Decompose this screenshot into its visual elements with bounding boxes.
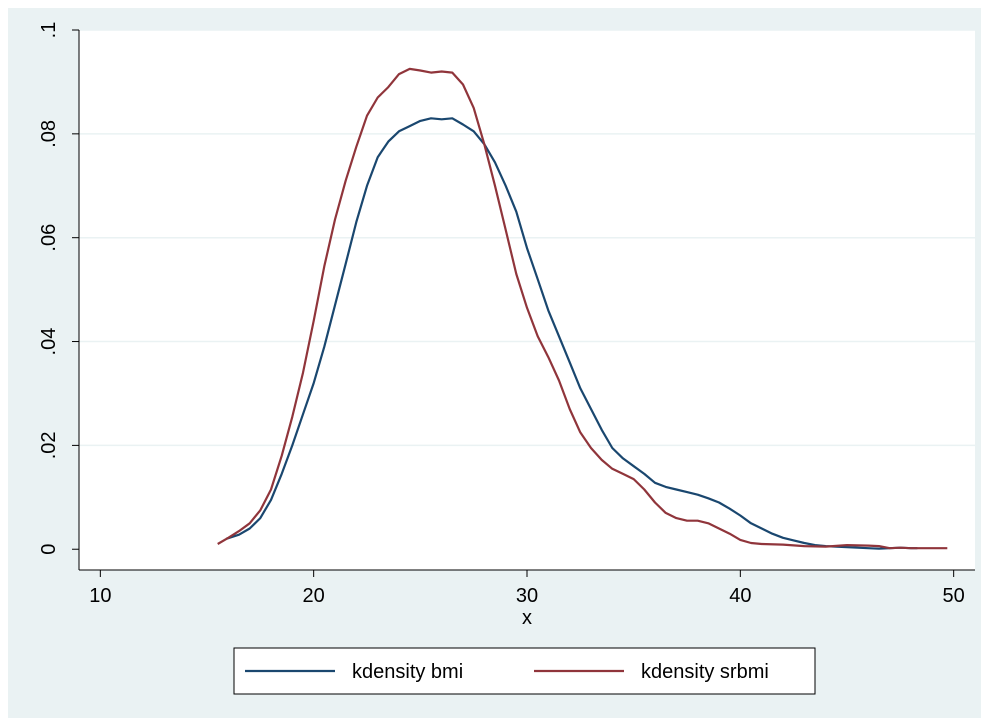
axes: 0 .02 .04 .06 .08 .1 10 20 30 40 50: [38, 22, 975, 607]
x-tick-label: 10: [89, 585, 111, 607]
plot-region: [79, 30, 975, 570]
legend: kdensity bmi kdensity srbmi: [233, 647, 816, 695]
y-tick-label: .02: [38, 431, 60, 459]
y-tick-label: .04: [38, 328, 60, 356]
legend-label: kdensity bmi: [352, 661, 463, 683]
x-tick-label: 30: [516, 585, 538, 607]
y-tick-label: .06: [38, 224, 60, 252]
y-tick-label: .08: [38, 120, 60, 148]
x-tick-label: 50: [943, 585, 965, 607]
legend-label: kdensity srbmi: [641, 661, 769, 683]
y-tick-label: 0: [38, 544, 60, 555]
series-line-kdensity-bmi: [225, 117, 918, 550]
gridlines: [79, 29, 975, 447]
x-tick-label: 20: [303, 585, 325, 607]
series-lines: [217, 67, 948, 550]
series-line-kdensity-srbmi: [217, 67, 948, 550]
x-axis-title: x: [522, 607, 532, 629]
y-tick-label: .1: [38, 22, 60, 39]
x-tick-label: 40: [729, 585, 751, 607]
